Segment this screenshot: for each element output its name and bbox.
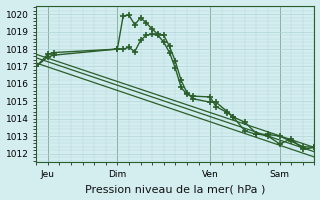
X-axis label: Pression niveau de la mer( hPa ): Pression niveau de la mer( hPa ) bbox=[85, 184, 266, 194]
